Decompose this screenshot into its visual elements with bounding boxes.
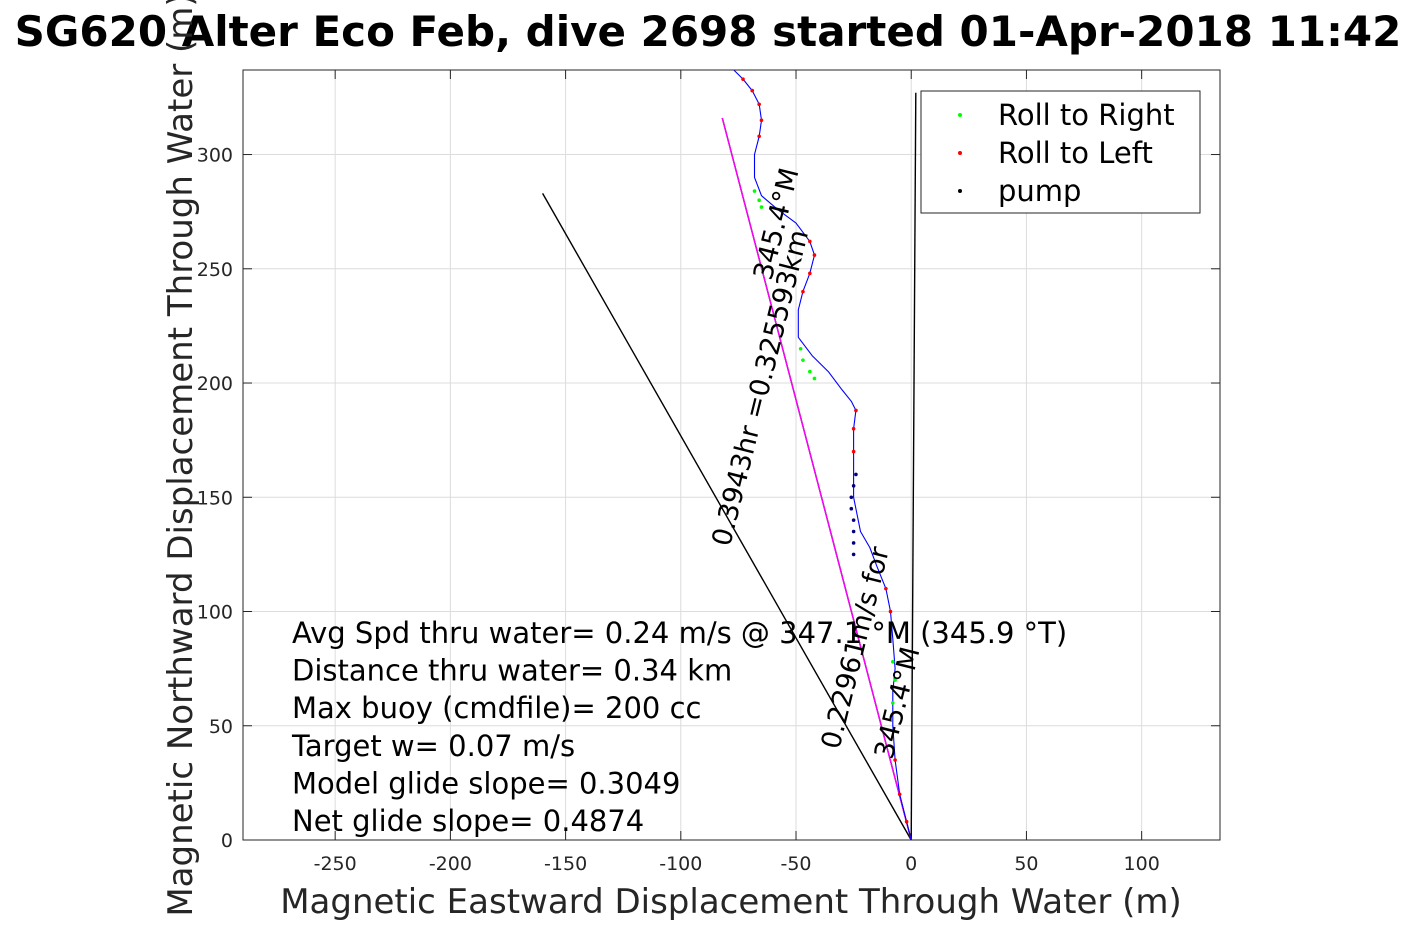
legend-label-pump: pump — [998, 174, 1081, 208]
legend-marker-roll-left — [958, 151, 962, 155]
x-tick-label: -250 — [314, 853, 357, 875]
legend-label-roll-left: Roll to Left — [998, 136, 1153, 170]
x-tick-label: -50 — [780, 853, 811, 875]
plot-frame — [242, 69, 1221, 841]
line-net-displacement — [541, 193, 912, 841]
roll-left-point — [851, 426, 856, 431]
roll-left-point — [897, 792, 902, 797]
y-tick-label: 150 — [197, 487, 233, 509]
line-depth-avg-current — [721, 117, 912, 841]
stat-line: Target w= 0.07 m/s — [291, 729, 575, 763]
roll-right-point — [798, 346, 803, 351]
roll-left-point — [904, 819, 909, 824]
pump-point — [851, 529, 856, 534]
x-tick-label: -150 — [544, 853, 587, 875]
x-tick-label: -200 — [429, 853, 472, 875]
legend-marker-pump — [958, 189, 962, 193]
roll-right-point — [808, 369, 812, 374]
stat-line: Max buoy (cmdfile)= 200 cc — [292, 691, 701, 725]
roll-left-point — [750, 88, 755, 93]
roll-left-point — [808, 239, 812, 244]
track-line — [733, 69, 912, 841]
roll-left-point — [888, 609, 893, 614]
roll-left-point — [854, 408, 858, 413]
stat-line: Distance thru water= 0.34 km — [292, 654, 732, 688]
pump-point — [849, 495, 854, 500]
legend-box — [920, 90, 1201, 214]
ticks: -250 -200 -150 -100 -50 0 50 100 0 50 100 150 200 250… — [197, 70, 1220, 875]
roll-right-point — [893, 678, 897, 682]
stat-line: Model glide slope= 0.3049 — [292, 766, 680, 800]
x-tick-label: 100 — [1124, 853, 1160, 875]
stat-line: Avg Spd thru water= 0.24 m/s @ 347.1 °M … — [292, 616, 1067, 650]
pump-point — [851, 541, 856, 545]
roll-right-point — [759, 205, 764, 209]
pump-point — [854, 472, 858, 477]
pump-point — [849, 506, 854, 511]
roll-left-point — [741, 77, 745, 81]
roll-left-point — [759, 118, 764, 123]
roll-left-point — [893, 758, 897, 762]
pump-point — [851, 484, 856, 488]
legend: Roll to Right Roll to Left pump — [920, 90, 1201, 214]
roll-left-point — [851, 449, 856, 454]
roll-left-point — [884, 586, 888, 591]
roll-right-point — [752, 189, 757, 193]
stats-block: Avg Spd thru water= 0.24 m/s @ 347.1 °M … — [291, 616, 1067, 838]
pump-point — [851, 552, 856, 557]
roll-left-point — [808, 271, 812, 276]
legend-marker-roll-right — [958, 113, 962, 117]
roll-right-point — [801, 358, 805, 362]
roll-left-point — [812, 253, 817, 257]
roll-left-point — [801, 289, 805, 294]
y-tick-label: 300 — [197, 145, 233, 167]
roll-right-point — [812, 376, 817, 381]
roll-right-point — [890, 701, 895, 705]
x-tick-label: -100 — [659, 853, 702, 875]
legend-label-roll-right: Roll to Right — [998, 98, 1175, 132]
roll-right-point — [890, 659, 895, 664]
y-tick-label: 50 — [209, 716, 233, 738]
y-tick-label: 250 — [197, 259, 233, 281]
x-tick-label: 0 — [905, 853, 917, 875]
roll-left-point — [757, 134, 761, 139]
y-tick-label: 100 — [197, 602, 233, 624]
series — [541, 69, 917, 841]
x-axis-label: Magnetic Eastward Displacement Through W… — [280, 882, 1182, 922]
y-tick-label: 200 — [197, 373, 233, 395]
x-tick-label: 50 — [1014, 853, 1038, 875]
roll-left-point — [757, 102, 761, 107]
pump-point — [851, 518, 856, 522]
stat-line: Net glide slope= 0.4874 — [292, 804, 644, 838]
y-tick-label: 0 — [221, 830, 233, 852]
roll-right-point — [757, 198, 761, 203]
chart-title: SG620 Alter Eco Feb, dive 2698 started 0… — [15, 7, 1402, 56]
line-surface-drift — [910, 92, 917, 841]
y-axis-label: Magnetic Northward Displacement Through … — [161, 0, 201, 917]
